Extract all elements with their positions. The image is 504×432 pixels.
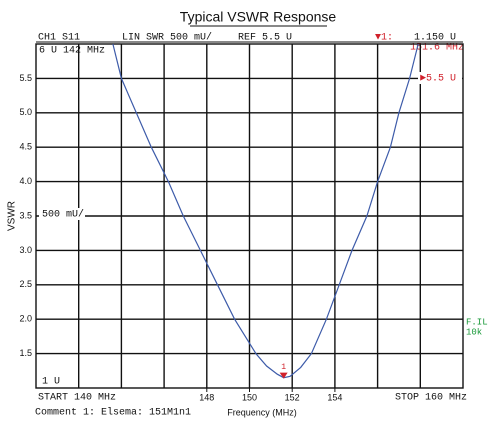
y-tick-label: 4.5 <box>19 142 32 152</box>
x-tick-label: 152 <box>285 392 300 402</box>
grid <box>36 44 463 388</box>
y-tick-label: 5.5 <box>19 73 32 83</box>
x-tick-label: 150 <box>242 392 257 402</box>
y-tick-label: 5.0 <box>19 107 32 117</box>
channel: CH1 S11 <box>38 33 80 44</box>
top-scale: 6 U 142 MHz <box>39 46 105 57</box>
x-tick-label: 154 <box>327 392 342 402</box>
marker-value: 1.150 U <box>414 33 456 44</box>
comment: Comment 1: Elsema: 151M1n1 <box>35 407 191 419</box>
marker-label: ▼1: <box>375 33 393 44</box>
ref-level: ►5.5 U <box>420 74 456 85</box>
filter: F.IL <box>466 317 488 327</box>
bandwidth: 10k <box>466 327 482 337</box>
y-tick-label: 1.5 <box>19 348 32 358</box>
y-tick-label: 2.0 <box>19 314 32 324</box>
plot-frame <box>35 43 464 389</box>
marker-number: 1 <box>281 363 286 372</box>
y-tick-label: 3.5 <box>19 210 32 220</box>
chart-title: Typical VSWR Response <box>180 9 337 25</box>
y-tick-label: 2.5 <box>19 279 32 289</box>
x-tick-label: 148 <box>199 392 214 402</box>
y-tick-label: 3.0 <box>19 245 32 255</box>
y-axis-label: VSWR <box>7 201 18 231</box>
bottom-bg <box>39 375 61 387</box>
ref-bg <box>418 72 462 84</box>
stop: STOP 160 MHz <box>395 393 467 404</box>
y-tick-label: 4.0 <box>19 176 32 186</box>
start: START 140 MHz <box>38 393 116 404</box>
format: LIN SWR 500 mU/ <box>122 32 212 44</box>
reference: REF 5.5 U <box>238 33 292 44</box>
bottom-scale: 1 U <box>42 377 60 388</box>
scale: 500 mU/ <box>42 209 84 221</box>
marker-frequency: 151.6 MHz <box>410 43 464 54</box>
series-line <box>112 43 419 379</box>
x-axis-label: Frequency (MHz) <box>227 407 297 417</box>
scale-bg <box>39 208 85 220</box>
marker <box>279 372 288 379</box>
